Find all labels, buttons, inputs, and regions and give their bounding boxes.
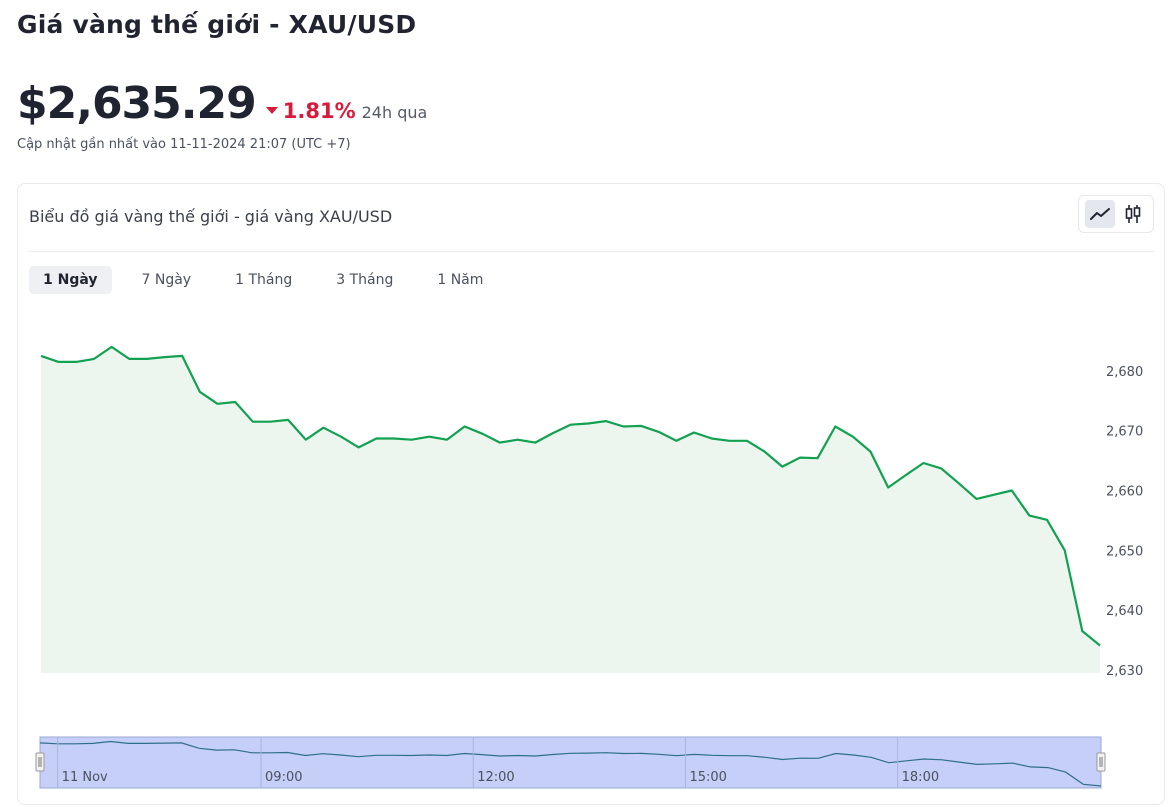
navigator-label: 15:00 <box>689 770 726 785</box>
page-title: Giá vàng thế giới - XAU/USD <box>17 10 417 39</box>
candlestick-icon <box>1125 205 1140 223</box>
y-tick-label: 2,640 <box>1106 604 1143 619</box>
navigator-label: 11 Nov <box>62 770 108 785</box>
y-tick-label: 2,630 <box>1106 664 1143 679</box>
range-tab[interactable]: 7 Ngày <box>141 272 192 288</box>
line-chart-button[interactable] <box>1084 200 1115 228</box>
card-divider <box>28 251 1154 252</box>
price-summary: $2,635.29 1.81% 24h qua <box>17 78 427 129</box>
price-change-period: 24h qua <box>361 103 428 122</box>
navigator-series <box>39 740 1102 787</box>
range-tab[interactable]: 1 Năm <box>437 272 484 288</box>
y-tick-label: 2,660 <box>1106 485 1143 500</box>
navigator-right-handle[interactable] <box>1096 752 1106 772</box>
price-line <box>40 345 1101 647</box>
navigator-selection <box>39 736 1102 789</box>
line-chart-icon <box>1089 208 1110 220</box>
range-tab[interactable]: 3 Tháng <box>336 272 394 288</box>
navigator-label: 12:00 <box>477 770 514 785</box>
price-area <box>41 346 1100 673</box>
price-chart: 2,630 2,640 2,650 2,660 2,670 2,680 11 Nov 09:0… <box>35 345 1143 789</box>
chart-type-toggle <box>1078 195 1154 233</box>
last-updated: Cập nhật gần nhất vào 11-11-2024 21:07 (… <box>17 137 351 152</box>
current-price: $2,635.29 <box>17 78 257 129</box>
range-tab[interactable]: 1 Tháng <box>235 272 293 288</box>
handle-body <box>35 752 45 772</box>
triangle-down-icon <box>265 107 278 114</box>
chart-title: Biểu đồ giá vàng thế giới - giá vàng XAU… <box>29 207 393 226</box>
y-tick-label: 2,650 <box>1106 544 1143 559</box>
price-change: 1.81% <box>265 99 356 123</box>
chart-card: Biểu đồ giá vàng thế giới - giá vàng XAU… <box>17 183 1165 805</box>
handle-body <box>1096 752 1106 772</box>
navigator-label: 09:00 <box>265 770 302 785</box>
range-tab[interactable]: 1 Ngày <box>29 266 112 294</box>
range-tabs: 1 Ngày 7 Ngày 1 Tháng 3 Tháng 1 Năm <box>29 266 513 294</box>
navigator-left-handle[interactable] <box>35 752 45 772</box>
price-change-percent: 1.81% <box>282 99 356 123</box>
candlestick-chart-button[interactable] <box>1118 200 1148 228</box>
y-tick-label: 2,670 <box>1106 425 1143 440</box>
y-tick-label: 2,680 <box>1106 365 1143 380</box>
navigator-label: 18:00 <box>902 770 939 785</box>
